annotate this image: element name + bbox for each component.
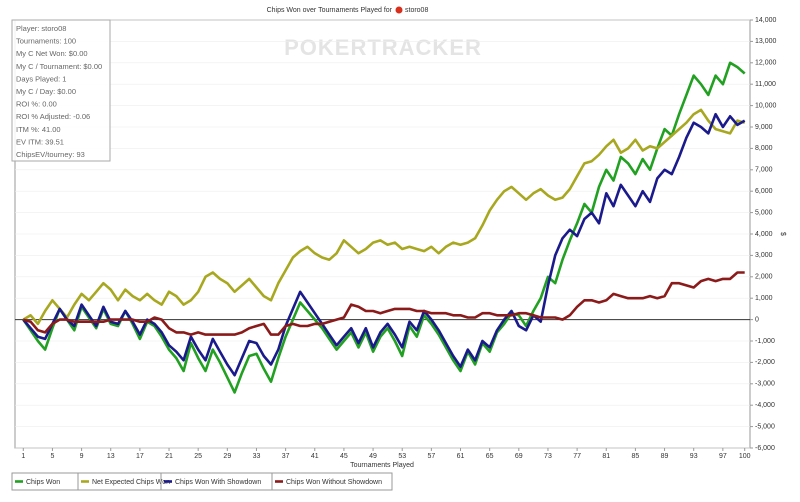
x-tick-label: 1 bbox=[21, 453, 25, 460]
x-tick-label: 81 bbox=[602, 453, 610, 460]
x-tick-label: 57 bbox=[427, 453, 435, 460]
x-tick-label: 9 bbox=[80, 453, 84, 460]
y-tick-label: -4,000 bbox=[755, 402, 775, 409]
y-tick-label: 0 bbox=[755, 316, 759, 323]
stats-line: Days Played: 1 bbox=[16, 74, 66, 83]
y-tick-label: -3,000 bbox=[755, 381, 775, 388]
x-tick-label: 29 bbox=[223, 453, 231, 460]
y-tick-label: -5,000 bbox=[755, 423, 775, 430]
series-line bbox=[22, 112, 746, 377]
legend-label: Chips Won With Showdown bbox=[175, 479, 261, 486]
y-tick-label: 1,000 bbox=[755, 295, 773, 302]
y-tick-label: 2,000 bbox=[755, 274, 773, 281]
y-tick-label: 10,000 bbox=[755, 102, 777, 109]
stats-line: ROI % Adjusted: -0.06 bbox=[16, 112, 90, 121]
x-tick-label: 65 bbox=[486, 453, 494, 460]
x-tick-label: 41 bbox=[311, 453, 319, 460]
legend-label: Net Expected Chips Won bbox=[92, 479, 170, 486]
stats-line: ChipsEV/tourney: 93 bbox=[16, 150, 85, 159]
chart-title: Chips Won over Tournaments Played for bbox=[267, 7, 393, 14]
y-axis-label: $ bbox=[779, 232, 786, 236]
x-tick-label: 37 bbox=[282, 453, 290, 460]
x-tick-label: 25 bbox=[194, 453, 202, 460]
stats-line: My C Net Won: $0.00 bbox=[16, 49, 88, 58]
x-tick-label: 33 bbox=[253, 453, 261, 460]
y-tick-label: 11,000 bbox=[755, 81, 776, 88]
y-tick-label: 4,000 bbox=[755, 231, 773, 238]
watermark: POKERTRACKER bbox=[284, 35, 482, 60]
series-line bbox=[22, 271, 745, 336]
series-line bbox=[22, 61, 746, 394]
legend-label: Chips Won Without Showdown bbox=[286, 479, 382, 486]
player-icon bbox=[395, 6, 403, 14]
stats-line: Tournaments: 100 bbox=[16, 37, 76, 46]
y-tick-label: 9,000 bbox=[755, 124, 773, 131]
y-tick-label: -2,000 bbox=[755, 359, 775, 366]
x-tick-label: 5 bbox=[50, 453, 54, 460]
y-tick-label: 13,000 bbox=[755, 38, 777, 45]
x-tick-label: 77 bbox=[573, 453, 581, 460]
y-tick-label: 12,000 bbox=[755, 60, 777, 67]
stats-line: Player: storo08 bbox=[16, 24, 66, 33]
x-axis-label: Tournaments Played bbox=[350, 462, 414, 469]
stats-line: ROI %: 0.00 bbox=[16, 100, 57, 109]
stats-line: EV ITM: 39.51 bbox=[16, 137, 64, 146]
y-tick-label: 8,000 bbox=[755, 145, 773, 152]
series-line bbox=[22, 108, 746, 326]
x-tick-label: 73 bbox=[544, 453, 552, 460]
grid bbox=[15, 19, 750, 449]
y-tick-label: 3,000 bbox=[755, 252, 773, 259]
x-tick-label: 89 bbox=[661, 453, 669, 460]
player-name: storo08 bbox=[405, 7, 428, 14]
stats-frame bbox=[11, 19, 111, 162]
stats-line: My C / Day: $0.00 bbox=[16, 87, 76, 96]
x-tick-label: 85 bbox=[632, 453, 640, 460]
x-tick-label: 53 bbox=[398, 453, 406, 460]
x-tick-label: 21 bbox=[165, 453, 173, 460]
x-tick-label: 69 bbox=[515, 453, 523, 460]
y-tick-label: 6,000 bbox=[755, 188, 773, 195]
y-tick-label: -1,000 bbox=[755, 338, 775, 345]
x-tick-label: 97 bbox=[719, 453, 727, 460]
x-tick-label: 61 bbox=[457, 453, 465, 460]
x-tick-label: 93 bbox=[690, 453, 698, 460]
y-tick-label: 5,000 bbox=[755, 209, 773, 216]
stats-line: ITM %: 41.00 bbox=[16, 125, 61, 134]
legend bbox=[11, 472, 393, 491]
stats-box: Player: storo08 Tournaments: 100 My C Net … bbox=[11, 19, 111, 162]
y-tick-label: 14,000 bbox=[755, 17, 777, 24]
y-tick-label: -6,000 bbox=[755, 445, 775, 452]
y-tick-label: 7,000 bbox=[755, 167, 773, 174]
x-tick-label: 17 bbox=[136, 453, 144, 460]
x-tick-label: 45 bbox=[340, 453, 348, 460]
stats-line: My C / Tournament: $0.00 bbox=[16, 62, 102, 71]
x-tick-label: 100 bbox=[739, 453, 751, 460]
x-tick-label: 13 bbox=[107, 453, 115, 460]
x-tick-label: 49 bbox=[369, 453, 377, 460]
legend-label: Chips Won bbox=[26, 479, 60, 486]
